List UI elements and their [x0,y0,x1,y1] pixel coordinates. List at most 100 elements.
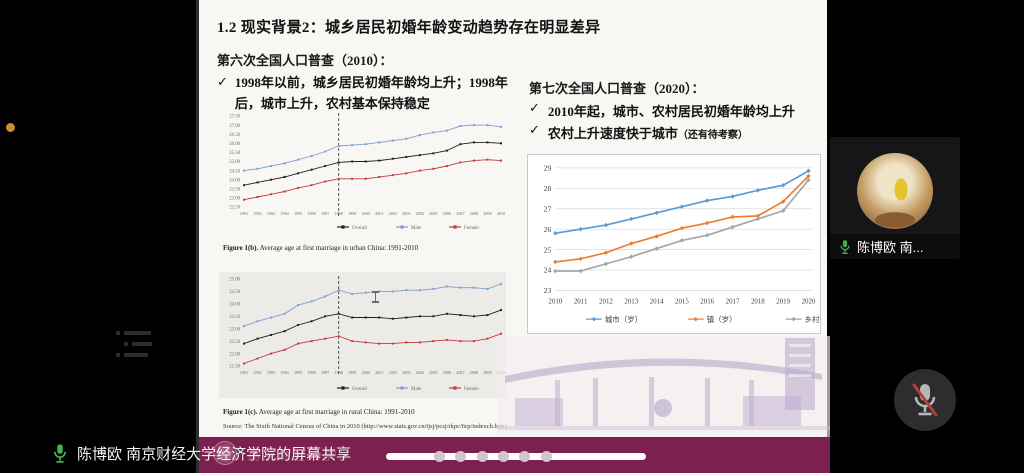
svg-text:2002: 2002 [389,211,397,216]
svg-text:2006: 2006 [443,211,451,216]
figure-1b-caption: Figure 1(b). Average age at first marria… [223,244,418,252]
mic-on-icon [840,239,850,254]
participant-video-tile[interactable]: 陈博欧 南... [830,137,960,259]
svg-text:2002: 2002 [389,370,397,375]
svg-text:1996: 1996 [307,370,315,375]
svg-text:2013: 2013 [624,298,638,305]
svg-text:25: 25 [544,245,552,254]
census7-bullet-2: ✓ 农村上升速度快于城市（还有待考察） [529,123,748,142]
svg-text:1993: 1993 [267,370,275,375]
svg-text:27: 27 [544,204,552,213]
mic-on-icon [53,444,67,463]
census7-marriage-age-chart: 23 24 25 26 27 28 29 2010 2011 2012 2013 2014 2015 20… [527,154,821,334]
svg-text:23.50: 23.50 [229,187,240,192]
svg-text:2014: 2014 [650,298,664,305]
svg-text:27.00: 27.00 [229,124,240,129]
svg-text:Overall: Overall [352,226,368,231]
slide-progress-dot[interactable] [434,451,445,462]
svg-text:镇（岁）: 镇（岁） [707,314,737,324]
svg-text:2008: 2008 [470,370,478,375]
svg-text:23.00: 23.00 [229,327,240,332]
participant-name-bar: 陈博欧 南... [830,234,960,259]
svg-text:2001: 2001 [375,211,383,216]
census7-bullet-2-text: 农村上升速度快于城市（还有待考察） [548,123,748,142]
census7-heading: 第七次全国人口普查（2020）： [529,81,705,96]
svg-text:乡村（岁）: 乡村（岁） [805,314,821,324]
svg-text:29: 29 [544,164,552,173]
svg-text:22.00: 22.00 [229,352,240,357]
list-bullet [116,353,120,357]
list-line [124,353,148,357]
rural-marriage-age-chart: 21.50 22.00 22.50 23.00 23.50 24.00 24.50 25.00… [219,272,506,398]
census7-bullet-2-note: （还有待考察） [677,130,748,141]
svg-text:1993: 1993 [267,211,275,216]
slide-progress-dot[interactable] [476,451,488,462]
svg-text:23.50: 23.50 [229,315,240,320]
check-icon: ✓ [529,123,540,138]
svg-text:Overall: Overall [352,387,368,392]
figure-1c-caption-label: Figure 1(c). [223,408,258,416]
svg-text:26.00: 26.00 [229,142,240,147]
svg-text:26.50: 26.50 [229,133,240,138]
svg-text:1995: 1995 [294,370,302,375]
svg-text:1994: 1994 [280,370,288,375]
notification-dot [6,123,15,132]
svg-text:1999: 1999 [348,370,356,375]
figure-1c-caption-text: Average age at first marriage in rural C… [257,408,415,416]
slide-progress-dot[interactable] [497,451,509,462]
svg-text:2016: 2016 [700,298,714,305]
slide-title: 1.2 现实背景2：城乡居民初婚年龄变动趋势存在明显差异 [217,20,601,36]
check-icon: ✓ [529,101,540,116]
check-icon: ✓ [217,75,228,90]
svg-text:24.50: 24.50 [229,290,240,295]
svg-text:Female: Female [464,226,479,231]
slide-progress-dot[interactable] [455,451,467,462]
participant-name: 陈博欧 南... [857,240,924,255]
svg-text:2020: 2020 [802,298,816,305]
list-line [124,331,151,335]
svg-text:2007: 2007 [456,370,464,375]
svg-text:2010: 2010 [548,298,562,305]
figure-1b-caption-text: Average age at first marriage in urban C… [258,244,419,252]
svg-text:Male: Male [411,226,422,231]
slide-progress-dot[interactable] [540,451,552,462]
svg-text:Female: Female [464,387,479,392]
svg-text:24.00: 24.00 [229,178,240,183]
campus-gate-image [497,336,830,437]
svg-text:23: 23 [544,286,552,295]
census7-bullet-1-text: 2010年起，城市、农村居民初婚年龄均上升 [547,104,795,119]
svg-text:2001: 2001 [375,370,383,375]
svg-text:2005: 2005 [429,370,437,375]
svg-text:2017: 2017 [726,298,740,305]
slide-progress-dot[interactable] [519,451,531,462]
svg-text:城市（岁）: 城市（岁） [605,314,643,324]
svg-text:1995: 1995 [294,211,302,216]
svg-text:2007: 2007 [456,211,464,216]
slide-progress-bar[interactable] [386,453,646,460]
svg-text:2000: 2000 [362,370,370,375]
svg-text:22.50: 22.50 [229,340,240,345]
mic-muted-icon [912,383,938,417]
svg-text:25.00: 25.00 [229,278,240,283]
mic-muted-button[interactable] [894,369,956,431]
svg-text:2009: 2009 [483,211,491,216]
svg-text:2009: 2009 [483,370,491,375]
svg-text:2004: 2004 [416,211,424,216]
svg-text:1994: 1994 [280,211,288,216]
svg-text:2018: 2018 [751,298,765,305]
svg-text:1997: 1997 [321,211,329,216]
svg-text:25.00: 25.00 [229,160,240,165]
university-logo [213,441,237,465]
svg-text:2000: 2000 [362,211,370,216]
list-icon[interactable] [108,322,168,370]
slide-footer-band: 南京财经大学 [199,437,830,473]
svg-text:2003: 2003 [402,370,410,375]
svg-text:2003: 2003 [402,211,410,216]
svg-text:2012: 2012 [599,298,613,305]
svg-text:2008: 2008 [470,211,478,216]
census6-heading: 第六次全国人口普查（2010）： [217,53,393,68]
svg-text:2006: 2006 [443,370,451,375]
list-line [132,342,152,346]
svg-text:1996: 1996 [307,211,315,216]
census7-bullet-1: ✓ 2010年起，城市、农村居民初婚年龄均上升 [529,101,795,120]
